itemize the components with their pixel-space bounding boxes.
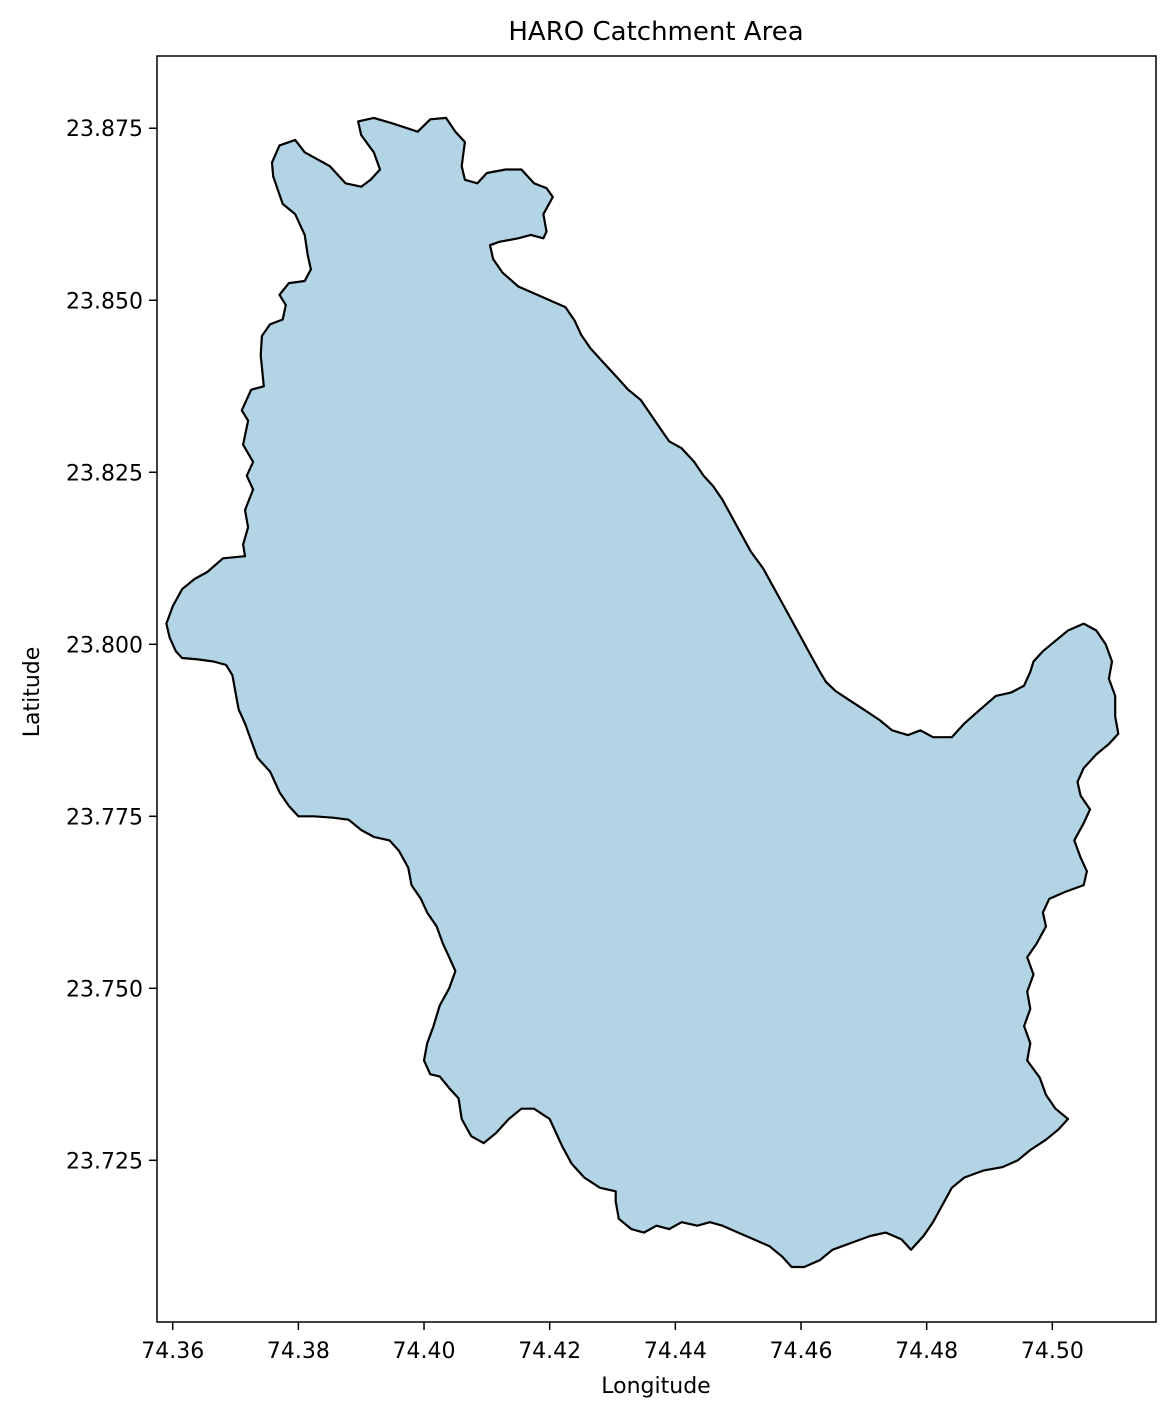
x-tick-label: 74.46: [770, 1339, 833, 1364]
axes-frame: [156, 55, 1157, 1323]
x-axis-ticks: 74.36 74.38 74.40 74.42 74.44 74.46 74.48 74.50: [141, 1322, 1084, 1364]
y-tick-label: 23.775: [66, 805, 143, 830]
x-tick-label: 74.38: [267, 1339, 330, 1364]
x-tick-label: 74.42: [518, 1339, 581, 1364]
plot-area: [156, 55, 1157, 1323]
x-tick-label: 74.50: [1021, 1339, 1084, 1364]
y-tick-label: 23.850: [66, 289, 143, 314]
x-tick-label: 74.44: [644, 1339, 707, 1364]
x-axis-label: Longitude: [601, 1374, 710, 1399]
chart-title: HARO Catchment Area: [508, 17, 803, 47]
y-tick-label: 23.750: [66, 977, 143, 1002]
y-axis-label: Latitude: [20, 647, 45, 738]
x-tick-label: 74.40: [393, 1339, 456, 1364]
y-tick-label: 23.825: [66, 461, 143, 486]
y-tick-label: 23.800: [66, 633, 143, 658]
y-tick-label: 23.875: [66, 117, 143, 142]
y-tick-label: 23.725: [66, 1149, 143, 1174]
x-tick-label: 74.48: [895, 1339, 958, 1364]
y-axis-ticks: 23.725 23.750 23.775 23.800 23.825 23.850 23.8…: [66, 117, 157, 1174]
x-tick-label: 74.36: [141, 1339, 204, 1364]
catchment-polygon: [165, 116, 1120, 1269]
